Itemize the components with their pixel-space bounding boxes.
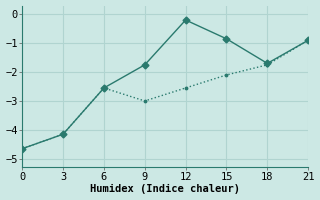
X-axis label: Humidex (Indice chaleur): Humidex (Indice chaleur) [90,184,240,194]
